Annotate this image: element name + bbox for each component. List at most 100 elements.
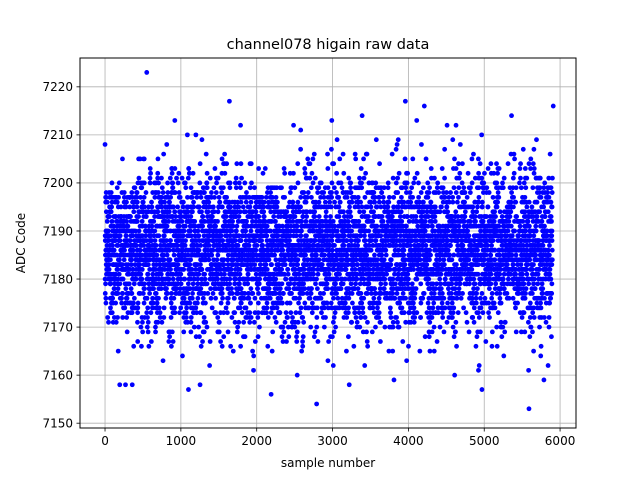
data-point: [264, 305, 270, 311]
data-point: [155, 156, 161, 162]
data-point: [172, 310, 178, 316]
data-point: [475, 156, 481, 162]
data-point: [160, 190, 166, 195]
data-point: [417, 199, 422, 205]
data-point: [164, 291, 170, 296]
data-point: [334, 228, 340, 234]
data-point: [395, 175, 401, 181]
data-point: [378, 233, 384, 239]
data-point: [401, 247, 407, 253]
data-point: [393, 146, 399, 152]
data-point: [445, 209, 451, 215]
data-point: [331, 267, 337, 272]
data-point: [332, 310, 338, 316]
data-point: [281, 166, 287, 171]
data-point: [222, 170, 228, 176]
data-point: [213, 223, 218, 229]
data-point: [107, 214, 112, 219]
data-point: [127, 204, 133, 210]
data-point: [206, 243, 212, 248]
data-point: [339, 295, 345, 301]
data-point: [166, 247, 172, 253]
data-point: [210, 204, 216, 210]
data-point: [170, 276, 176, 282]
data-point: [448, 271, 454, 277]
data-point: [364, 291, 370, 296]
data-point: [268, 190, 273, 195]
data-point: [114, 185, 120, 191]
data-point: [104, 199, 110, 205]
data-point: [346, 334, 351, 340]
data-point: [262, 166, 268, 171]
data-point: [427, 348, 433, 354]
data-point: [285, 267, 291, 272]
data-point: [437, 223, 442, 229]
data-point: [158, 271, 164, 277]
data-point: [243, 228, 249, 234]
data-point: [336, 214, 342, 219]
data-point: [358, 199, 364, 205]
data-point: [305, 156, 311, 162]
data-point: [230, 348, 236, 354]
data-point: [174, 243, 180, 248]
data-point: [137, 156, 143, 162]
data-point: [204, 281, 210, 287]
data-point: [425, 180, 431, 186]
data-point: [394, 291, 400, 296]
data-point: [303, 252, 308, 258]
data-point: [431, 324, 437, 330]
data-point: [406, 343, 411, 349]
data-point: [147, 267, 153, 272]
data-point: [437, 276, 443, 282]
data-point: [113, 271, 119, 277]
data-point: [308, 194, 314, 200]
data-point: [147, 180, 153, 186]
data-point: [263, 194, 269, 200]
data-point: [252, 295, 258, 301]
data-point: [348, 190, 354, 195]
data-point: [268, 228, 273, 234]
data-point: [356, 218, 362, 224]
data-point: [314, 324, 320, 330]
data-point: [221, 262, 227, 268]
data-point: [352, 267, 358, 272]
data-point: [378, 291, 384, 296]
data-point: [470, 209, 476, 215]
data-point: [135, 305, 141, 311]
data-point: [387, 267, 393, 272]
data-point: [332, 199, 337, 205]
data-point: [139, 267, 145, 272]
data-point: [314, 315, 320, 320]
data-point: [424, 209, 430, 215]
data-point: [255, 334, 261, 340]
data-point: [235, 291, 241, 296]
data-point: [115, 276, 121, 282]
data-point: [329, 180, 335, 186]
data-point: [311, 334, 317, 340]
data-point: [348, 238, 354, 244]
data-point: [353, 257, 359, 263]
data-point: [325, 233, 330, 239]
data-point: [321, 305, 327, 311]
data-point: [474, 334, 480, 340]
data-point: [110, 243, 115, 248]
data-point: [373, 137, 379, 143]
data-point: [303, 199, 309, 205]
data-point: [372, 252, 377, 258]
data-point: [129, 190, 135, 195]
data-point: [419, 142, 424, 147]
data-point: [150, 295, 155, 301]
data-point: [193, 267, 199, 272]
data-point: [293, 295, 299, 301]
data-point: [172, 209, 178, 215]
data-point: [248, 199, 254, 205]
data-point: [182, 243, 188, 248]
data-point: [366, 243, 372, 248]
data-point: [145, 262, 151, 268]
data-point: [396, 247, 401, 253]
data-point: [102, 291, 108, 296]
data-point: [267, 295, 273, 301]
data-point: [442, 276, 448, 282]
data-point: [232, 281, 238, 287]
